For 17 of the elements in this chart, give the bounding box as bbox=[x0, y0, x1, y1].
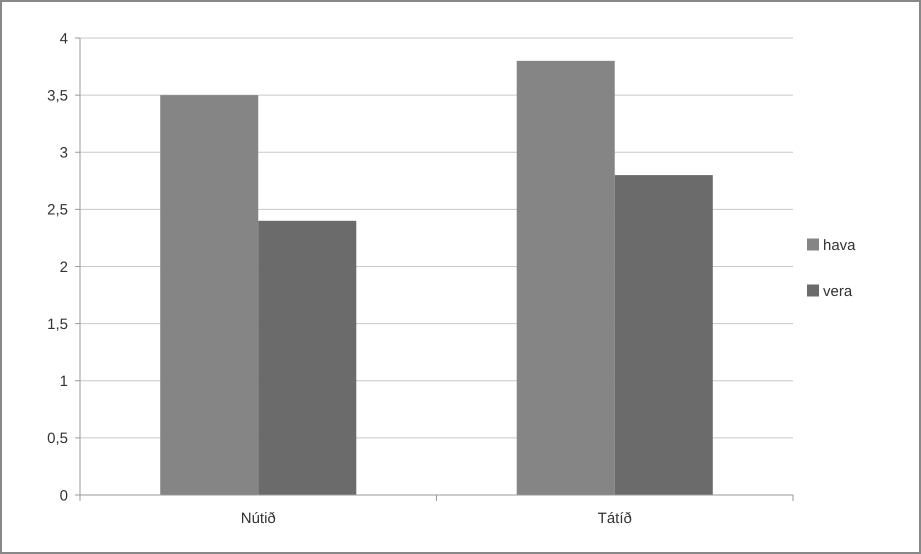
bar bbox=[516, 60, 615, 495]
x-tick-label: Nútið bbox=[240, 510, 276, 527]
bar bbox=[258, 220, 356, 495]
legend-label: hava bbox=[823, 236, 856, 254]
y-tick-label: 2,5 bbox=[47, 202, 68, 219]
y-tick-label: 0 bbox=[60, 487, 68, 504]
x-tick-label: Tátíð bbox=[598, 510, 632, 527]
legend-label: vera bbox=[823, 282, 853, 300]
y-tick-label: 0,5 bbox=[47, 430, 68, 448]
y-tick-label: 3 bbox=[60, 144, 68, 162]
y-tick-label: 1,5 bbox=[47, 316, 68, 333]
bar bbox=[614, 175, 713, 495]
y-tick-label: 2 bbox=[60, 258, 68, 276]
y-tick-label: 4 bbox=[60, 30, 68, 48]
y-tick-label: 1 bbox=[60, 373, 68, 390]
bar bbox=[160, 95, 258, 495]
y-tick-label: 3,5 bbox=[47, 87, 68, 104]
